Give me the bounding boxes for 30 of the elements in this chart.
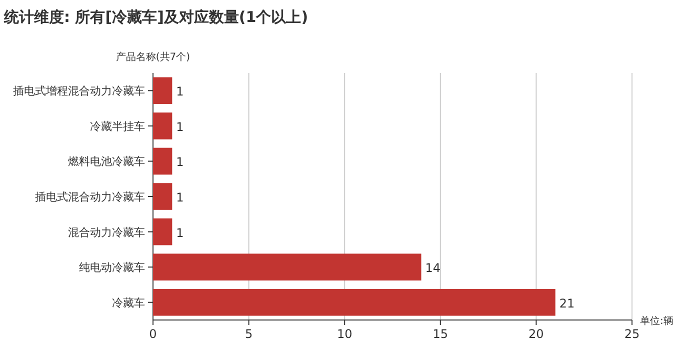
y-tick-label: 混合动力冷藏车 — [68, 226, 145, 239]
chart-title: 统计维度: 所有[冷藏车]及对应数量(1个以上) — [3, 8, 308, 26]
x-tick-label: 10 — [336, 327, 352, 341]
y-tick-label: 纯电动冷藏车 — [79, 261, 145, 274]
y-tick-label: 插电式混合动力冷藏车 — [35, 190, 145, 204]
y-tick-label: 冷藏半挂车 — [90, 120, 145, 133]
data-label: 1 — [176, 190, 184, 204]
x-tick-label: 15 — [432, 327, 448, 341]
y-tick-label: 冷藏车 — [112, 296, 145, 310]
data-label: 1 — [176, 120, 184, 134]
x-tick-label: 0 — [149, 327, 157, 341]
bar — [153, 254, 422, 280]
x-tick-label: 20 — [528, 327, 544, 341]
bar — [153, 77, 172, 104]
bar — [153, 148, 172, 175]
y-axis-title: 产品名称(共7个) — [116, 51, 190, 63]
bar — [153, 112, 172, 140]
data-label: 1 — [176, 155, 184, 170]
bar — [153, 183, 172, 210]
data-label: 21 — [559, 296, 575, 310]
x-axis-title: 单位:辆 — [640, 315, 674, 327]
bar — [153, 218, 172, 246]
y-tick-label: 燃料电池冷藏车 — [68, 155, 145, 168]
x-tick-label: 5 — [244, 327, 253, 341]
x-tick-label: 25 — [624, 327, 640, 341]
y-tick-label: 插电式增程混合动力冷藏车 — [13, 84, 145, 98]
data-label: 1 — [176, 84, 184, 99]
bar — [153, 288, 556, 316]
data-label: 1 — [176, 226, 184, 240]
data-label: 14 — [425, 261, 441, 276]
